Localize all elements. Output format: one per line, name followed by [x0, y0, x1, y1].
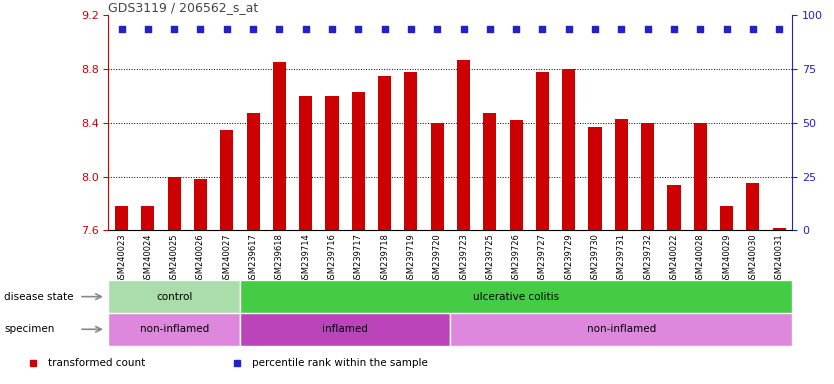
Bar: [193, 179, 207, 230]
Bar: [483, 113, 496, 230]
Bar: [299, 96, 312, 230]
Bar: [510, 120, 523, 230]
Point: [352, 26, 365, 32]
Bar: [247, 113, 259, 230]
Bar: [694, 123, 707, 230]
Bar: [240, 280, 792, 313]
Bar: [450, 313, 792, 346]
Point: [141, 26, 154, 32]
Bar: [720, 206, 733, 230]
Bar: [615, 119, 628, 230]
Point: [299, 26, 313, 32]
Point: [641, 26, 655, 32]
Text: GDS3119 / 206562_s_at: GDS3119 / 206562_s_at: [108, 1, 259, 14]
Point: [246, 26, 259, 32]
Point: [510, 26, 523, 32]
Point: [193, 26, 207, 32]
Bar: [108, 313, 240, 346]
Point: [667, 26, 681, 32]
Bar: [352, 92, 365, 230]
Point: [588, 26, 601, 32]
Point: [378, 26, 391, 32]
Bar: [273, 62, 286, 230]
Point: [535, 26, 549, 32]
Bar: [772, 228, 786, 230]
Text: control: control: [156, 291, 193, 302]
Text: disease state: disease state: [4, 291, 73, 302]
Bar: [457, 60, 470, 230]
Point: [483, 26, 496, 32]
Text: percentile rank within the sample: percentile rank within the sample: [252, 358, 428, 368]
Bar: [108, 280, 240, 313]
Bar: [378, 76, 391, 230]
Point: [220, 26, 234, 32]
Bar: [240, 313, 450, 346]
Point: [615, 26, 628, 32]
Text: ulcerative colitis: ulcerative colitis: [473, 291, 559, 302]
Point: [746, 26, 760, 32]
Point: [273, 26, 286, 32]
Bar: [325, 96, 339, 230]
Point: [430, 26, 444, 32]
Point: [720, 26, 733, 32]
Bar: [562, 69, 575, 230]
Point: [562, 26, 575, 32]
Text: specimen: specimen: [4, 324, 54, 334]
Bar: [220, 129, 234, 230]
Text: inflamed: inflamed: [322, 324, 368, 334]
Bar: [746, 183, 760, 230]
Bar: [535, 72, 549, 230]
Text: non-inflamed: non-inflamed: [586, 324, 656, 334]
Bar: [168, 177, 181, 230]
Bar: [141, 206, 154, 230]
Point: [115, 26, 128, 32]
Text: transformed count: transformed count: [48, 358, 145, 368]
Point: [694, 26, 707, 32]
Point: [325, 26, 339, 32]
Point: [457, 26, 470, 32]
Bar: [404, 72, 418, 230]
Bar: [667, 185, 681, 230]
Point: [404, 26, 418, 32]
Bar: [115, 206, 128, 230]
Bar: [641, 123, 654, 230]
Bar: [589, 127, 601, 230]
Point: [772, 26, 786, 32]
Text: non-inflamed: non-inflamed: [139, 324, 208, 334]
Point: [168, 26, 181, 32]
Bar: [430, 123, 444, 230]
